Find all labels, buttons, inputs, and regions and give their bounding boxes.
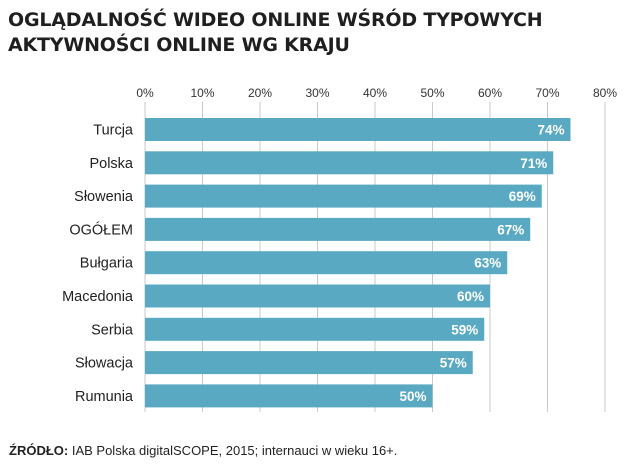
- bar: [145, 284, 490, 308]
- category-label: Polska: [89, 156, 133, 172]
- x-tick-label: 50%: [420, 86, 444, 100]
- data-label: 60%: [457, 289, 484, 304]
- data-label: 63%: [474, 256, 501, 271]
- x-tick-label: 40%: [363, 86, 387, 100]
- bar: [145, 317, 485, 341]
- x-tick-label: 10%: [190, 86, 214, 100]
- category-label: Słowenia: [74, 189, 134, 205]
- bar: [145, 351, 473, 375]
- category-label: Serbia: [91, 322, 134, 338]
- data-label: 50%: [399, 389, 426, 404]
- bar: [145, 184, 542, 208]
- category-label: Bułgaria: [80, 256, 134, 272]
- category-label: OGÓŁEM: [69, 221, 133, 238]
- category-label: Turcja: [93, 123, 134, 139]
- x-tick-label: 60%: [478, 86, 502, 100]
- x-tick-label: 80%: [593, 86, 617, 100]
- bar: [145, 151, 554, 175]
- data-label: 59%: [451, 322, 478, 337]
- bar: [145, 217, 531, 241]
- bar: [145, 251, 508, 275]
- data-label: 74%: [537, 123, 564, 138]
- chart-title-line-1: OGLĄDALNOŚĆ WIDEO ONLINE WŚRÓD TYPOWYCH: [8, 9, 543, 31]
- chart-title: OGLĄDALNOŚĆ WIDEO ONLINE WŚRÓD TYPOWYCH …: [8, 8, 608, 58]
- x-tick-label: 20%: [248, 86, 272, 100]
- category-label: Słowacja: [75, 356, 134, 372]
- source-note: ŹRÓDŁO: IAB Polska digitalSCOPE, 2015; i…: [9, 443, 397, 458]
- data-label: 69%: [509, 189, 536, 204]
- bar-chart: 0% 10% 20% 30% 40% 50% 60% 70% 80% Turcja 74% Polsk…: [62, 86, 617, 412]
- x-tick-label: 30%: [305, 86, 329, 100]
- x-tick-label: 0%: [136, 86, 154, 100]
- data-label: 67%: [497, 222, 524, 237]
- category-label: Rumunia: [75, 389, 134, 405]
- x-tick-label: 70%: [535, 86, 559, 100]
- category-label: Macedonia: [62, 289, 134, 305]
- data-label: 57%: [440, 356, 467, 371]
- source-text: IAB Polska digitalSCOPE, 2015; internauc…: [71, 443, 398, 458]
- source-label: ŹRÓDŁO:: [9, 443, 69, 458]
- bar: [145, 384, 433, 408]
- chart-title-line-2: AKTYWNOŚCI ONLINE WG KRAJU: [8, 34, 350, 56]
- bar: [145, 118, 571, 141]
- data-label: 71%: [520, 156, 547, 171]
